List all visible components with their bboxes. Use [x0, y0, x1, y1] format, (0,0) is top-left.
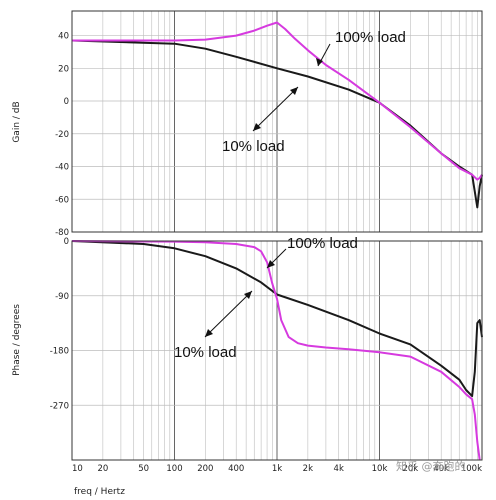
phase-y-tick-label: -180 — [50, 347, 69, 357]
gain-frame — [71, 10, 483, 233]
gain-arrowhead-10a — [290, 87, 298, 95]
phase-arrowhead-100 — [267, 260, 275, 268]
gain-y-tick-label: -80 — [55, 228, 69, 238]
phase-panel: 0 -90 -180 -270 10 20 50 100 200 400 1k 2k 4k 10k 20k… — [50, 237, 483, 474]
gain-y-tick-label: 40 — [58, 32, 69, 42]
gain-y-tick-label: -40 — [55, 163, 69, 173]
gain-grid — [72, 11, 482, 233]
gain-y-tick-label: -20 — [55, 130, 69, 140]
phase-arrow-10 — [204, 290, 253, 338]
watermark: 知乎 @奔跑的 — [396, 459, 466, 473]
gain-annotation-100: 100% load — [316, 29, 406, 67]
phase-series — [71, 240, 483, 461]
phase-arrowhead-10a — [244, 291, 252, 299]
gain-annotation-10-text: 10% load — [222, 138, 285, 155]
phase-y-tick-label: -90 — [55, 292, 69, 302]
phase-annotation-100: 100% load — [266, 235, 358, 269]
x-tick-label: 400 — [228, 464, 244, 474]
phase-annotation-10-text: 10% load — [174, 344, 237, 361]
phase-annotation-10: 10% load — [174, 290, 253, 361]
gain-annotation-100-text: 100% load — [335, 29, 406, 46]
x-tick-label: 20 — [97, 464, 108, 474]
phase-arrowhead-10b — [205, 329, 213, 337]
x-tick-labels: 10 20 50 100 200 400 1k 2k 4k 10k 20k 40k 100k — [72, 464, 482, 474]
gain-y-tick-label: 0 — [64, 97, 69, 107]
x-tick-label: 200 — [197, 464, 213, 474]
x-tick-label: 10 — [72, 464, 83, 474]
gain-panel: 40 20 0 -20 -40 -60 -80 — [55, 10, 483, 238]
x-tick-label: 40k — [433, 464, 449, 474]
x-tick-label: 10k — [372, 464, 388, 474]
phase-line-10pct-load — [71, 240, 483, 398]
phase-annotation-100-text: 100% load — [287, 235, 358, 252]
gain-arrow-10 — [252, 86, 299, 132]
phase-frame — [71, 240, 483, 461]
x-tick-label: 4k — [334, 464, 344, 474]
gain-y-axis-label: Gain / dB — [12, 101, 22, 142]
x-tick-label: 1k — [272, 464, 282, 474]
gain-y-tick-labels: 40 20 0 -20 -40 -60 -80 — [55, 32, 69, 238]
x-tick-label: 100k — [461, 464, 482, 474]
gain-arrowhead-10b — [253, 123, 261, 131]
phase-y-axis-label: Phase / degrees — [12, 304, 22, 376]
gain-arrowhead-100 — [316, 58, 323, 66]
gain-y-tick-label: 20 — [58, 64, 69, 74]
x-axis-label: freq / Hertz — [74, 487, 125, 497]
x-tick-label: 100 — [166, 464, 182, 474]
x-tick-label: 20k — [402, 464, 418, 474]
gain-series — [71, 21, 483, 209]
phase-y-tick-label: -270 — [50, 401, 69, 411]
x-tick-label: 2k — [303, 464, 313, 474]
phase-line-100pct-load — [71, 240, 481, 461]
gain-line-100pct-load — [72, 21, 483, 181]
phase-y-tick-labels: 0 -90 -180 -270 — [50, 237, 69, 411]
gain-y-tick-label: -60 — [55, 195, 69, 205]
x-tick-label: 50 — [138, 464, 149, 474]
phase-y-tick-label: 0 — [64, 237, 69, 247]
gain-annotation-10: 10% load — [222, 86, 299, 155]
